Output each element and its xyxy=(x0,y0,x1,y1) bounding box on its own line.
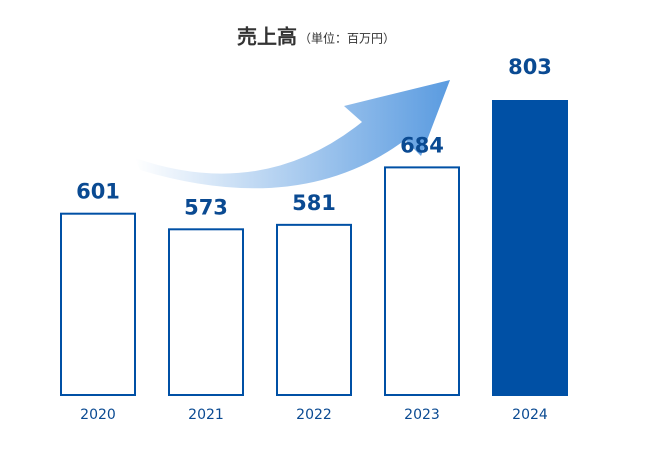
chart-subtitle: （単位：百万円） xyxy=(299,31,395,46)
x-tick-label: 2020 xyxy=(80,407,116,423)
x-tick-label: 2021 xyxy=(188,407,224,423)
value-label: 601 xyxy=(76,180,120,204)
value-label: 803 xyxy=(508,55,552,79)
value-label: 684 xyxy=(400,133,444,157)
x-tick-label: 2024 xyxy=(512,407,548,423)
bar xyxy=(276,223,352,396)
x-tick-label: 2023 xyxy=(404,407,440,423)
bar xyxy=(168,228,244,396)
chart-title: 売上高 xyxy=(237,25,297,49)
x-tick-label: 2022 xyxy=(296,407,332,423)
bar xyxy=(492,100,568,396)
bar xyxy=(384,166,460,396)
trend-arrow xyxy=(135,80,450,189)
value-label: 581 xyxy=(292,191,336,215)
value-label: 573 xyxy=(184,195,228,219)
bar xyxy=(60,212,136,396)
